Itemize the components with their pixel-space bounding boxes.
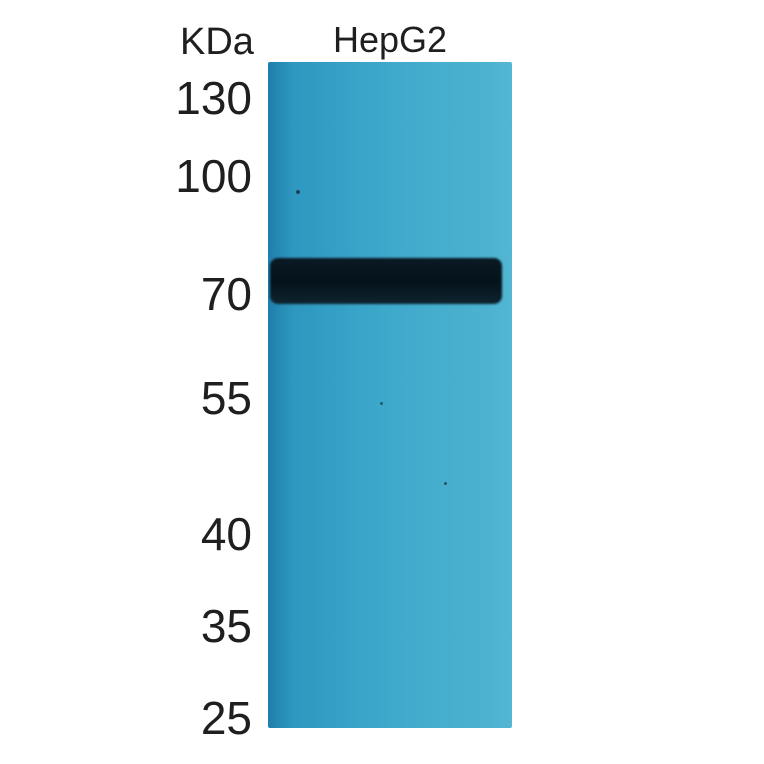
speck xyxy=(444,482,447,485)
mw-label: 70 xyxy=(112,271,252,317)
unit-label: KDa xyxy=(180,23,254,61)
gel-lane xyxy=(268,62,512,728)
protein-band xyxy=(270,258,502,304)
mw-label: 40 xyxy=(112,511,252,557)
lane-label: HepG2 xyxy=(333,22,447,58)
mw-label: 130 xyxy=(112,75,252,121)
mw-label: 35 xyxy=(112,603,252,649)
mw-label: 25 xyxy=(112,695,252,741)
blot-figure: KDa 130 100 70 55 40 35 25 HepG2 xyxy=(0,0,764,764)
mw-label: 55 xyxy=(112,375,252,421)
speck xyxy=(380,402,383,405)
mw-label: 100 xyxy=(112,153,252,199)
speck xyxy=(296,190,300,194)
